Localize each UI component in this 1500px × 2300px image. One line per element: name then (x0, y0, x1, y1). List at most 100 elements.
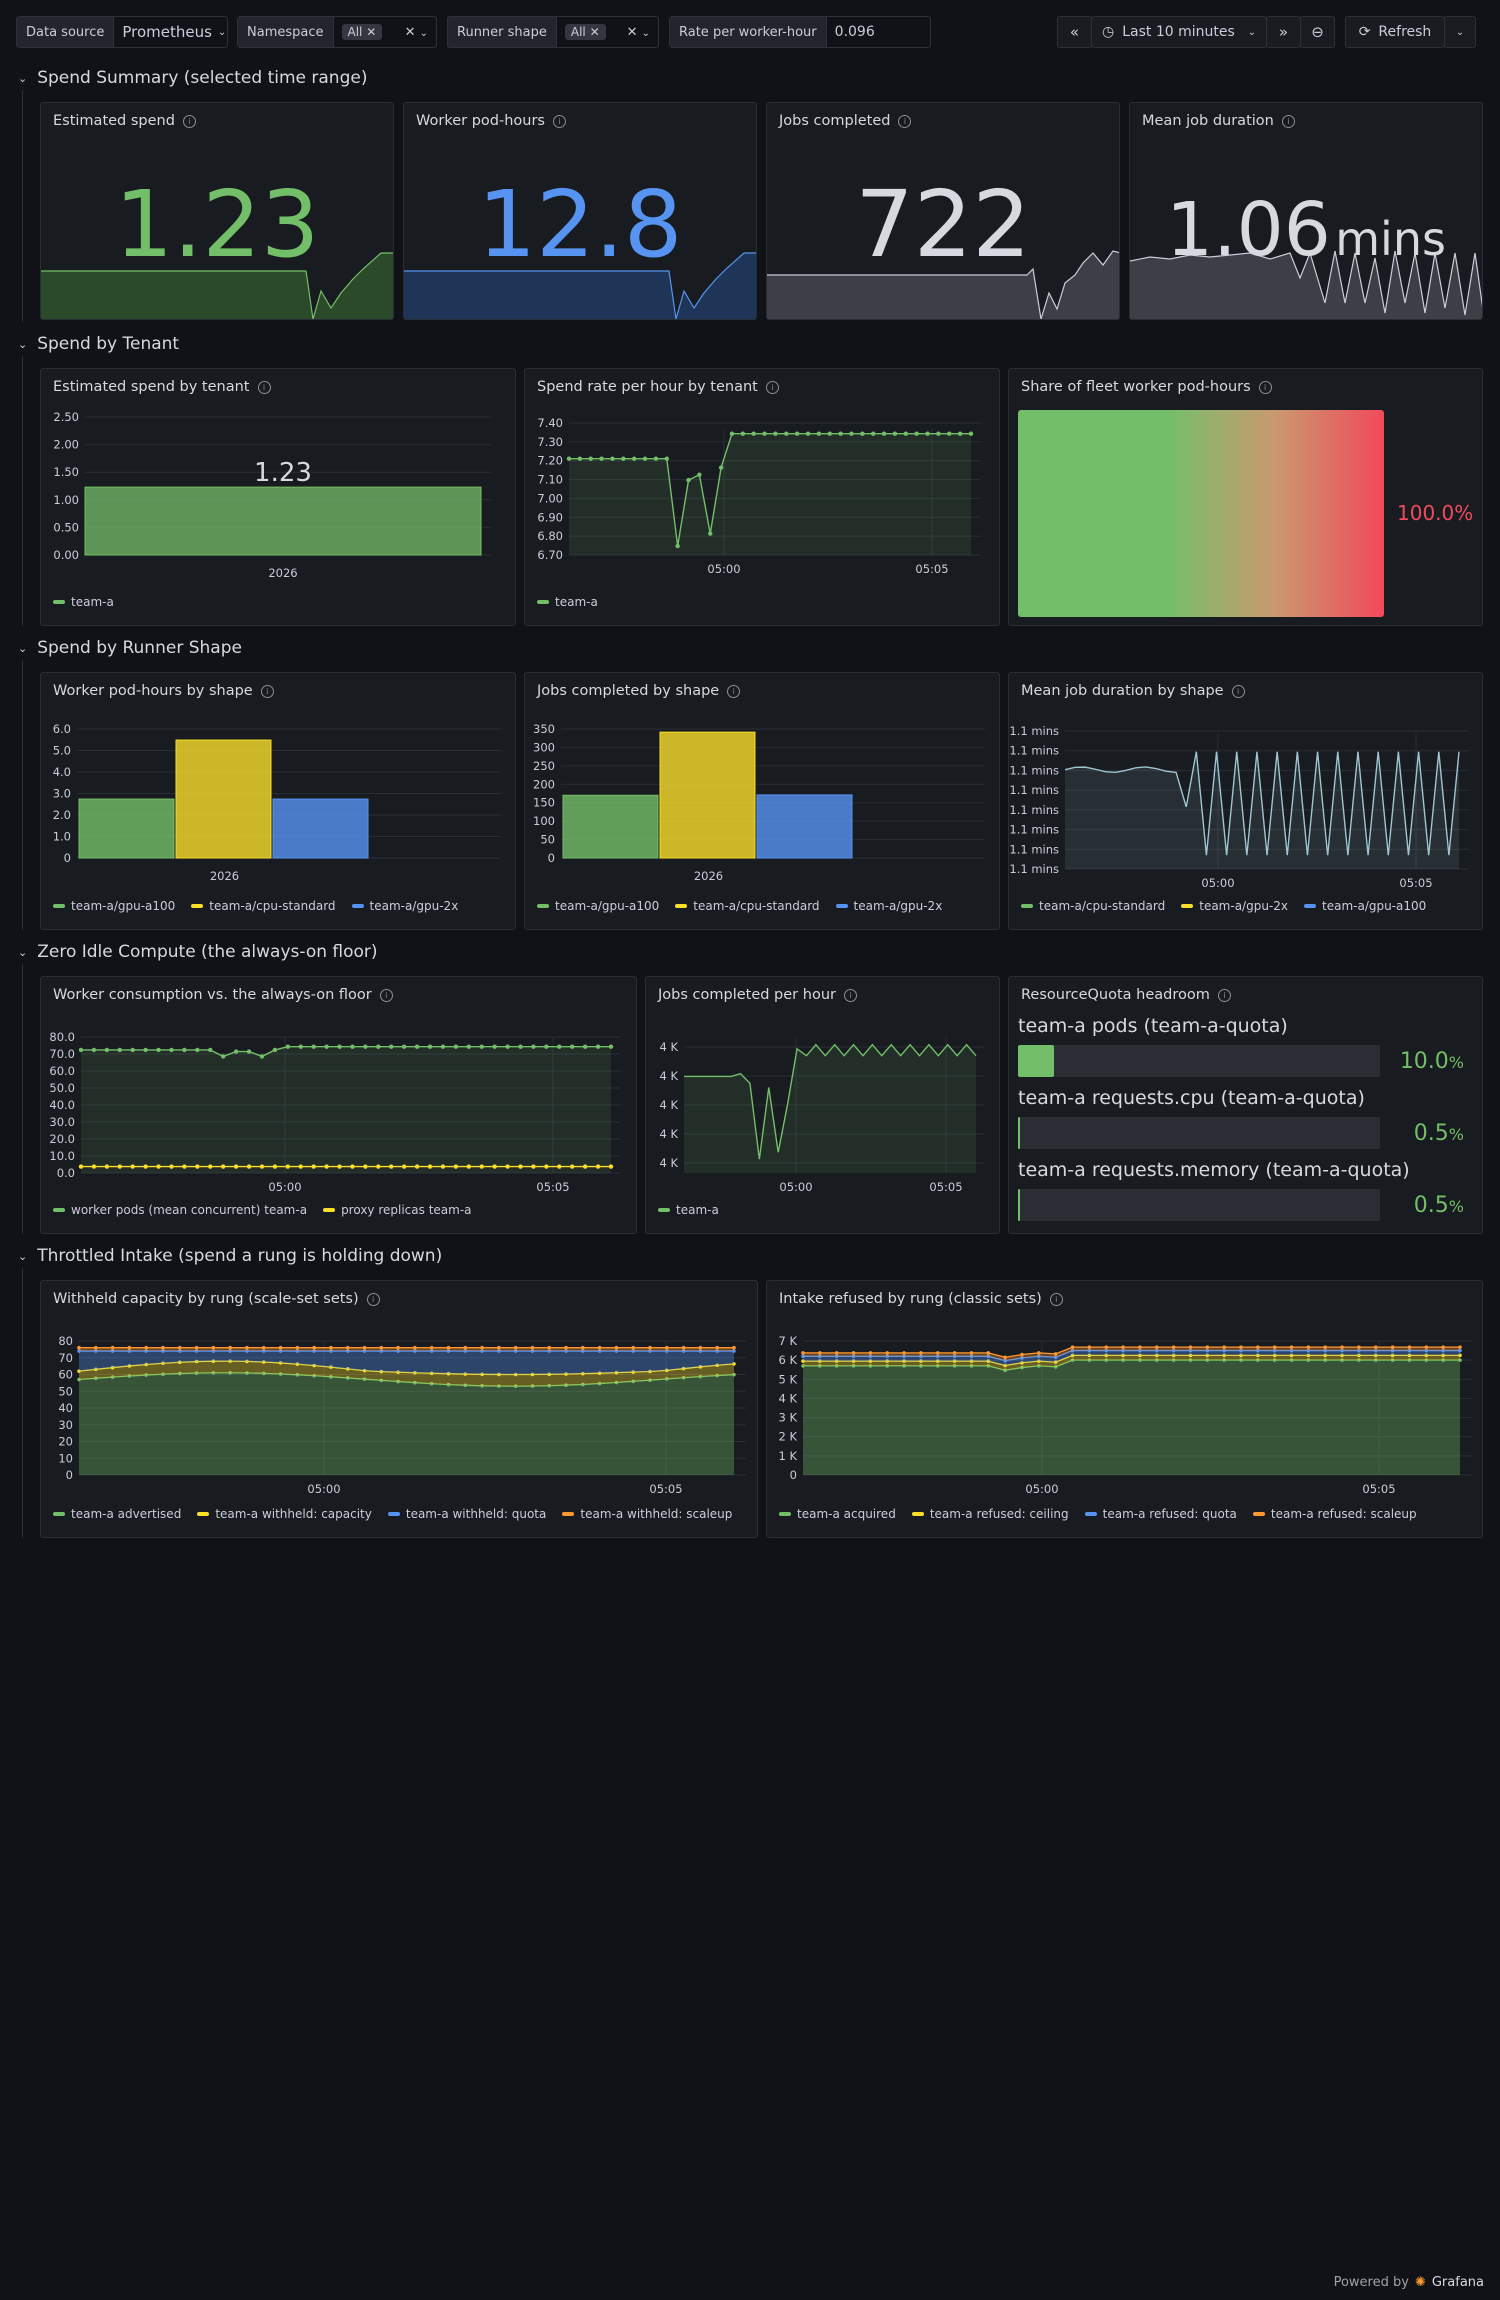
legend-label: team-a refused: quota (1102, 1507, 1237, 1521)
legend-item[interactable]: team-a refused: ceiling (911, 1507, 1069, 1521)
panel-title: Estimated spend by tenant (53, 379, 250, 395)
data-point (427, 1164, 433, 1169)
data-point (1087, 1353, 1092, 1358)
data-point (1390, 1348, 1395, 1353)
zoom-out-button[interactable]: ⊖ (1300, 16, 1335, 48)
panel-estimated-spend[interactable]: Estimated spend i 1.23 (40, 102, 394, 320)
info-icon[interactable]: i (1217, 988, 1231, 1002)
legend-item[interactable]: worker pods (mean concurrent) team-a (53, 1203, 307, 1217)
panel-share-of-fleet[interactable]: Share of fleet worker pod-hours i 100.0% (1008, 368, 1483, 626)
section-zero-idle-compute[interactable]: ⌄ Zero Idle Compute (the always-on floor) (18, 942, 378, 962)
namespace-variable[interactable]: Namespace All ✕ ✕ ⌄ (237, 16, 437, 48)
data-point (1239, 1353, 1243, 1358)
panel-withheld-capacity[interactable]: Withheld capacity by rung (scale-set set… (40, 1280, 758, 1538)
legend-item[interactable]: team-a/gpu-2x (1181, 899, 1288, 913)
info-icon[interactable]: i (182, 114, 196, 128)
section-spend-by-tenant[interactable]: ⌄ Spend by Tenant (18, 334, 179, 354)
x-tick-label: 2026 (210, 869, 239, 883)
section-spend-by-runner-shape[interactable]: ⌄ Spend by Runner Shape (18, 638, 242, 658)
rate-input[interactable]: 0.096 (834, 24, 875, 40)
data-point (93, 1376, 98, 1381)
info-icon[interactable]: i (379, 988, 393, 1002)
legend-item[interactable]: team-a refused: scaleup (1252, 1507, 1417, 1521)
section-throttled-intake[interactable]: ⌄ Throttled Intake (spend a rung is holdi… (18, 1246, 442, 1266)
legend-item[interactable]: team-a (537, 595, 598, 609)
panel-worker-pod-hours[interactable]: Worker pod-hours i 12.8 (403, 102, 757, 320)
info-icon[interactable]: i (260, 684, 274, 698)
panel-mean-job-duration[interactable]: Mean job duration i 1.06 mins (1129, 102, 1483, 320)
info-icon[interactable]: i (727, 684, 741, 698)
refresh-button[interactable]: ⟳ Refresh (1345, 16, 1445, 48)
legend-item[interactable]: team-a/gpu-a100 (1304, 899, 1426, 913)
clear-icon[interactable]: ✕ (404, 24, 416, 40)
legend-item[interactable]: team-a withheld: capacity (197, 1507, 372, 1521)
data-point (834, 1351, 839, 1355)
sparkline (41, 252, 393, 319)
panel-pod-hours-by-shape[interactable]: Worker pod-hours by shape i 0 1.0 2.0 3.0 4.0… (40, 672, 516, 930)
section-spend-summary[interactable]: ⌄ Spend Summary (selected time range) (18, 68, 367, 88)
data-point (1205, 1358, 1210, 1362)
legend-item[interactable]: team-a (658, 1203, 719, 1217)
chevron-down-icon[interactable]: ⌄ (641, 27, 650, 39)
info-icon[interactable]: i (1281, 114, 1295, 128)
chevron-down-icon[interactable]: ⌄ (217, 26, 227, 38)
legend-item[interactable]: team-a/cpu-standard (191, 899, 336, 913)
quota-bar-fill (1018, 1117, 1020, 1149)
data-point (337, 1164, 342, 1169)
time-range-picker[interactable]: ◷ Last 10 minutes ⌄ (1091, 16, 1267, 48)
series-area (81, 1046, 611, 1173)
data-point (1340, 1345, 1344, 1349)
legend-item[interactable]: team-a withheld: quota (387, 1507, 546, 1521)
data-point (492, 1044, 497, 1049)
panel-resourcequota-headroom[interactable]: ResourceQuota headroom i team-a pods (tea… (1008, 976, 1483, 1234)
footer-brand[interactable]: Grafana (1431, 2275, 1484, 2290)
legend-item[interactable]: team-a/cpu-standard (675, 899, 820, 913)
data-point (513, 1372, 518, 1377)
legend-item[interactable]: team-a advertised (53, 1507, 181, 1521)
time-back-button[interactable]: « (1057, 16, 1092, 48)
legend-item[interactable]: team-a/cpu-standard (1021, 899, 1165, 913)
runner-chip[interactable]: All ✕ (564, 24, 606, 40)
info-icon[interactable]: i (898, 114, 912, 128)
panel-jobs-completed[interactable]: Jobs completed i 722 (766, 102, 1120, 320)
chevron-down-icon[interactable]: ⌄ (419, 27, 428, 39)
data-point (902, 1354, 906, 1359)
data-point (631, 1379, 636, 1384)
panel-estimated-spend-by-tenant[interactable]: Estimated spend by tenant i 0.00 0.50 1.00 1… (40, 368, 516, 626)
data-point (1087, 1345, 1092, 1349)
legend-item[interactable]: team-a refused: quota (1084, 1507, 1237, 1521)
legend-item[interactable]: team-a (53, 595, 114, 609)
info-icon[interactable]: i (1231, 684, 1245, 698)
legend-item[interactable]: team-a/gpu-2x (351, 899, 458, 913)
panel-worker-consumption-floor[interactable]: Worker consumption vs. the always-on flo… (40, 976, 637, 1234)
x-tick-label: 05:05 (1399, 876, 1432, 890)
info-icon[interactable]: i (1049, 1292, 1063, 1306)
data-point (379, 1345, 384, 1350)
clear-icon[interactable]: ✕ (626, 24, 638, 40)
time-forward-button[interactable]: » (1266, 16, 1301, 48)
panel-intake-refused[interactable]: Intake refused by rung (classic sets) i 0… (766, 1280, 1483, 1538)
legend-item[interactable]: team-a/gpu-a100 (537, 899, 659, 913)
legend-item[interactable]: team-a/gpu-a100 (53, 899, 175, 913)
info-icon[interactable]: i (765, 380, 779, 394)
panel-spend-rate-per-hour[interactable]: Spend rate per hour by tenant i 6.70 6.80 6… (524, 368, 1000, 626)
panel-duration-by-shape[interactable]: Mean job duration by shape i 1.1 mins 1.1 … (1008, 672, 1483, 930)
info-icon[interactable]: i (366, 1292, 380, 1306)
data-point (1407, 1353, 1412, 1358)
legend-item[interactable]: proxy replicas team-a (323, 1203, 472, 1217)
datasource-picker[interactable]: Data source Prometheus ⌄ (16, 16, 228, 48)
info-icon[interactable]: i (843, 988, 857, 1002)
namespace-chip[interactable]: All ✕ (341, 24, 383, 40)
legend-item[interactable]: team-a withheld: scaleup (562, 1507, 732, 1521)
legend-item[interactable]: team-a/gpu-2x (835, 899, 942, 913)
info-icon[interactable]: i (257, 380, 271, 394)
info-icon[interactable]: i (1258, 380, 1272, 394)
rate-variable[interactable]: Rate per worker-hour 0.096 (669, 16, 931, 48)
panel-jobs-by-shape[interactable]: Jobs completed by shape i 0 50 100 150 200 250… (524, 672, 1000, 930)
y-tick-label: 0 (548, 851, 555, 865)
legend-item[interactable]: team-a acquired (779, 1507, 896, 1521)
runner-shape-variable[interactable]: Runner shape All ✕ ✕ ⌄ (447, 16, 659, 48)
info-icon[interactable]: i (552, 114, 566, 128)
refresh-interval-dropdown[interactable]: ⌄ (1444, 16, 1476, 48)
